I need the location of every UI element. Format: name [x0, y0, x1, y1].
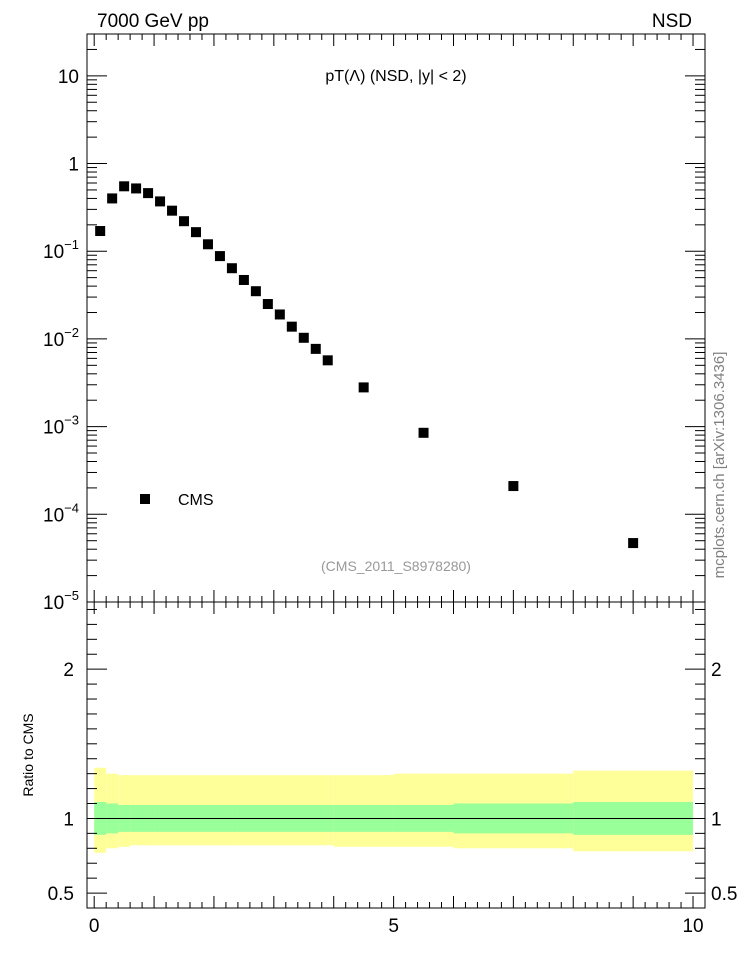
- legend-marker-cms: [140, 494, 150, 504]
- main-y-tick-label: 10: [58, 67, 79, 88]
- ratio-x-tick-label: 10: [682, 916, 703, 937]
- ratio-y-tick-label-right: 0.5: [711, 884, 737, 905]
- plot-title: pT(Λ) (NSD, |y| < 2): [325, 68, 466, 85]
- main-y-tick-label: 10−3: [43, 413, 79, 439]
- ratio-y-tick-label-right: 2: [711, 660, 722, 681]
- cms-data-point: [418, 427, 429, 438]
- ratio-axis-ticks: [87, 602, 705, 909]
- cms-data-point: [214, 251, 225, 262]
- cms-data-point: [298, 332, 309, 343]
- cms-data-point: [119, 181, 130, 192]
- main-plot: 10 1 10−1 10−2 10−3 10−4 10−5 pT(Λ) (NSD, |y| …: [43, 33, 706, 614]
- cms-data-point: [131, 183, 142, 194]
- ratio-plot-frame: [86, 601, 706, 909]
- cms-data-point: [238, 274, 249, 285]
- ratio-y-tick-labels: 0.5 0.5 1 1 2 2: [48, 660, 738, 905]
- cms-data-point: [107, 193, 118, 204]
- ratio-x-tick-label: 0: [89, 916, 100, 937]
- cms-data-point: [143, 188, 154, 199]
- cms-data-point: [358, 382, 369, 393]
- cms-data-point: [286, 321, 297, 332]
- cms-data-point: [274, 309, 285, 320]
- header-right-label: NSD: [652, 11, 692, 32]
- main-axis-ticks: [87, 33, 705, 603]
- cms-data-point: [628, 538, 639, 549]
- ratio-y-tick-label-right: 1: [711, 809, 722, 830]
- cms-data-point: [155, 196, 166, 207]
- cms-data-point: [250, 286, 261, 297]
- main-y-tick-labels: 10 1 10−1 10−2 10−3 10−4 10−5: [43, 67, 79, 614]
- ratio-x-tick-label: 5: [388, 916, 399, 937]
- analysis-watermark: (CMS_2011_S8978280): [321, 558, 471, 574]
- ratio-plot: 0.5 0.5 1 1 2 2 0 5 10 Ratio to CMS: [20, 601, 738, 937]
- cms-data-point: [508, 481, 519, 492]
- ratio-x-tick-labels: 0 5 10: [89, 916, 704, 937]
- ratio-uncertainty-bands: [94, 767, 694, 853]
- main-y-tick-label: 10−2: [43, 325, 79, 351]
- cms-data-point: [202, 239, 213, 250]
- legend-label-cms: CMS: [178, 492, 214, 509]
- cms-data-point: [262, 299, 273, 310]
- main-y-tick-label: 10−1: [43, 237, 79, 263]
- ratio-y-tick-label-left: 1: [63, 809, 74, 830]
- cms-data-points: [95, 181, 639, 549]
- ratio-y-axis-label: Ratio to CMS: [20, 713, 36, 796]
- main-y-tick-label: 10−5: [43, 588, 79, 614]
- cms-data-point: [226, 263, 237, 274]
- cms-data-point: [310, 343, 321, 354]
- main-y-tick-label: 1: [68, 155, 79, 176]
- cms-data-point: [190, 227, 201, 238]
- cms-data-point: [95, 226, 106, 237]
- cms-data-point: [179, 216, 190, 227]
- main-plot-frame: [86, 33, 706, 603]
- cms-data-point: [322, 355, 333, 366]
- cms-data-point: [167, 205, 178, 216]
- ratio-y-tick-label-left: 2: [63, 660, 74, 681]
- side-source-label: mcplots.cern.ch [arXiv:1306.3436]: [711, 352, 728, 579]
- main-y-tick-label: 10−4: [43, 500, 79, 526]
- ratio-y-tick-label-left: 0.5: [48, 884, 74, 905]
- header-left-label: 7000 GeV pp: [97, 11, 209, 32]
